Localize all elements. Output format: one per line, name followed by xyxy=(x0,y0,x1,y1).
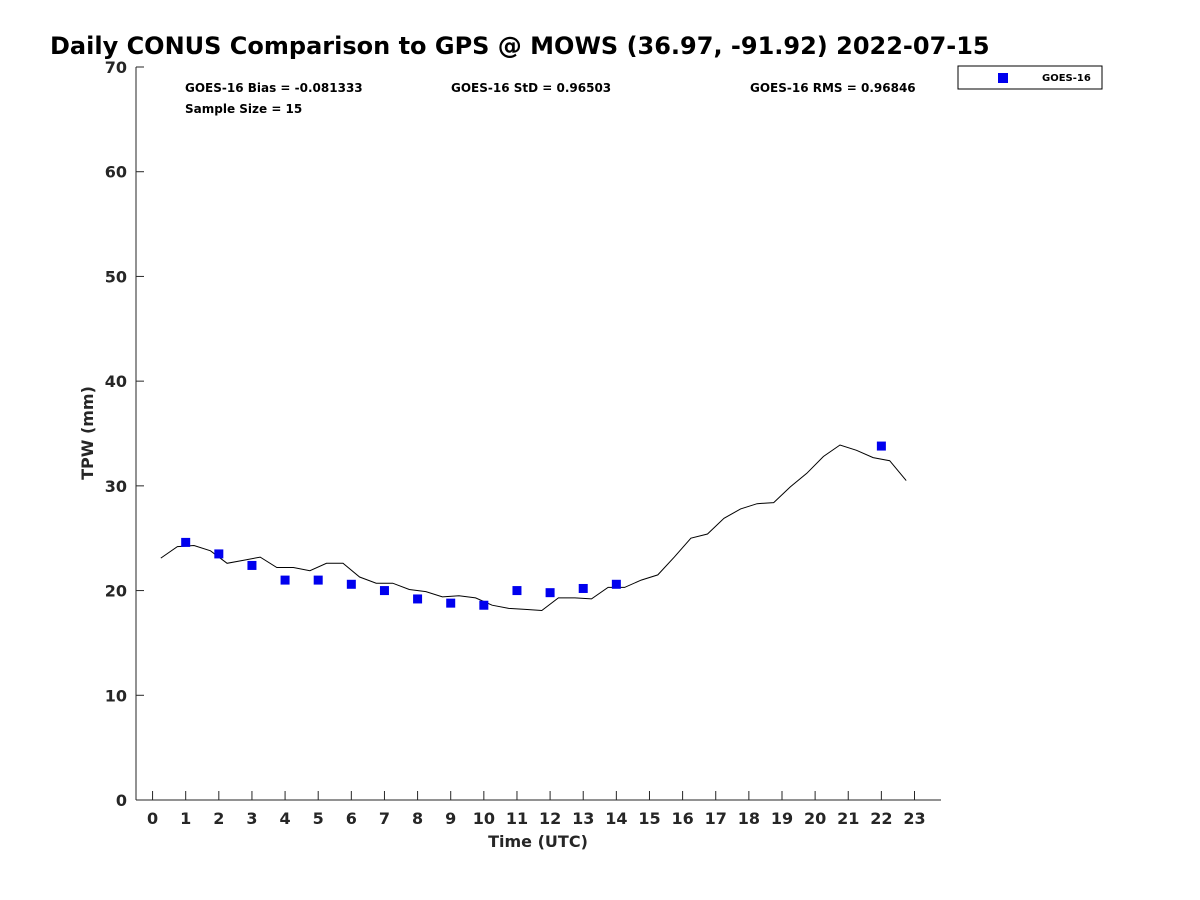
y-tick-label: 10 xyxy=(105,686,127,705)
x-tick-label: 17 xyxy=(705,809,727,828)
sample-size-stat: Sample Size = 15 xyxy=(185,102,302,116)
x-tick-label: 12 xyxy=(539,809,561,828)
x-tick-label: 13 xyxy=(572,809,594,828)
legend: GOES-16 xyxy=(957,65,1103,90)
x-tick-label: 0 xyxy=(147,809,158,828)
goes16-point xyxy=(446,598,456,608)
x-tick-label: 23 xyxy=(903,809,925,828)
goes16-point xyxy=(313,575,323,585)
x-tick-label: 14 xyxy=(605,809,627,828)
goes16-point xyxy=(247,560,257,570)
x-axis-label: Time (UTC) xyxy=(488,832,588,851)
goes16-point xyxy=(512,586,522,596)
x-tick-label: 16 xyxy=(671,809,693,828)
goes16-point xyxy=(545,588,555,598)
y-tick-label: 70 xyxy=(105,58,127,77)
goes16-point xyxy=(280,575,290,585)
x-tick-label: 1 xyxy=(180,809,191,828)
plot-area: 0 1 2 3 4 5 6 7 8 9 10 11 12 13 14 15 16 17 18 19 20 21 22 2301… xyxy=(105,58,941,828)
x-tick-label: 3 xyxy=(246,809,257,828)
goes16-point xyxy=(214,549,224,559)
y-tick-label: 20 xyxy=(105,582,127,601)
goes16-point xyxy=(876,441,886,451)
x-tick-label: 11 xyxy=(506,809,528,828)
goes16-point xyxy=(346,579,356,589)
x-tick-label: 19 xyxy=(771,809,793,828)
goes16-point xyxy=(379,586,389,596)
x-tick-label: 20 xyxy=(804,809,826,828)
x-tick-label: 10 xyxy=(473,809,495,828)
x-tick-label: 22 xyxy=(870,809,892,828)
goes16-point xyxy=(479,600,489,610)
std-stat: GOES-16 StD = 0.96503 xyxy=(451,81,611,95)
goes16-point xyxy=(413,594,423,604)
x-tick-label: 6 xyxy=(346,809,357,828)
rms-stat: GOES-16 RMS = 0.96846 xyxy=(750,81,916,95)
goes16-point xyxy=(578,583,588,593)
legend-label-goes16: GOES-16 xyxy=(1042,73,1091,84)
x-tick-label: 18 xyxy=(738,809,760,828)
y-axis-label: TPW (mm) xyxy=(78,386,97,480)
x-tick-label: 21 xyxy=(837,809,859,828)
y-tick-label: 60 xyxy=(105,163,127,182)
legend-box xyxy=(957,65,1103,90)
y-tick-label: 0 xyxy=(116,791,127,810)
chart-title: Daily CONUS Comparison to GPS @ MOWS (36… xyxy=(50,32,990,60)
y-tick-label: 40 xyxy=(105,372,127,391)
x-tick-label: 4 xyxy=(280,809,291,828)
legend-marker-goes16 xyxy=(998,73,1008,83)
x-tick-label: 9 xyxy=(445,809,456,828)
goes16-point xyxy=(181,537,191,547)
y-tick-label: 30 xyxy=(105,477,127,496)
x-tick-label: 15 xyxy=(638,809,660,828)
y-tick-label: 50 xyxy=(105,267,127,286)
bias-stat: GOES-16 Bias = -0.081333 xyxy=(185,81,363,95)
x-tick-label: 7 xyxy=(379,809,390,828)
gps-tpw-line xyxy=(160,444,907,612)
x-tick-label: 5 xyxy=(313,809,324,828)
x-tick-label: 8 xyxy=(412,809,423,828)
goes16-point xyxy=(611,579,621,589)
x-tick-label: 2 xyxy=(213,809,224,828)
